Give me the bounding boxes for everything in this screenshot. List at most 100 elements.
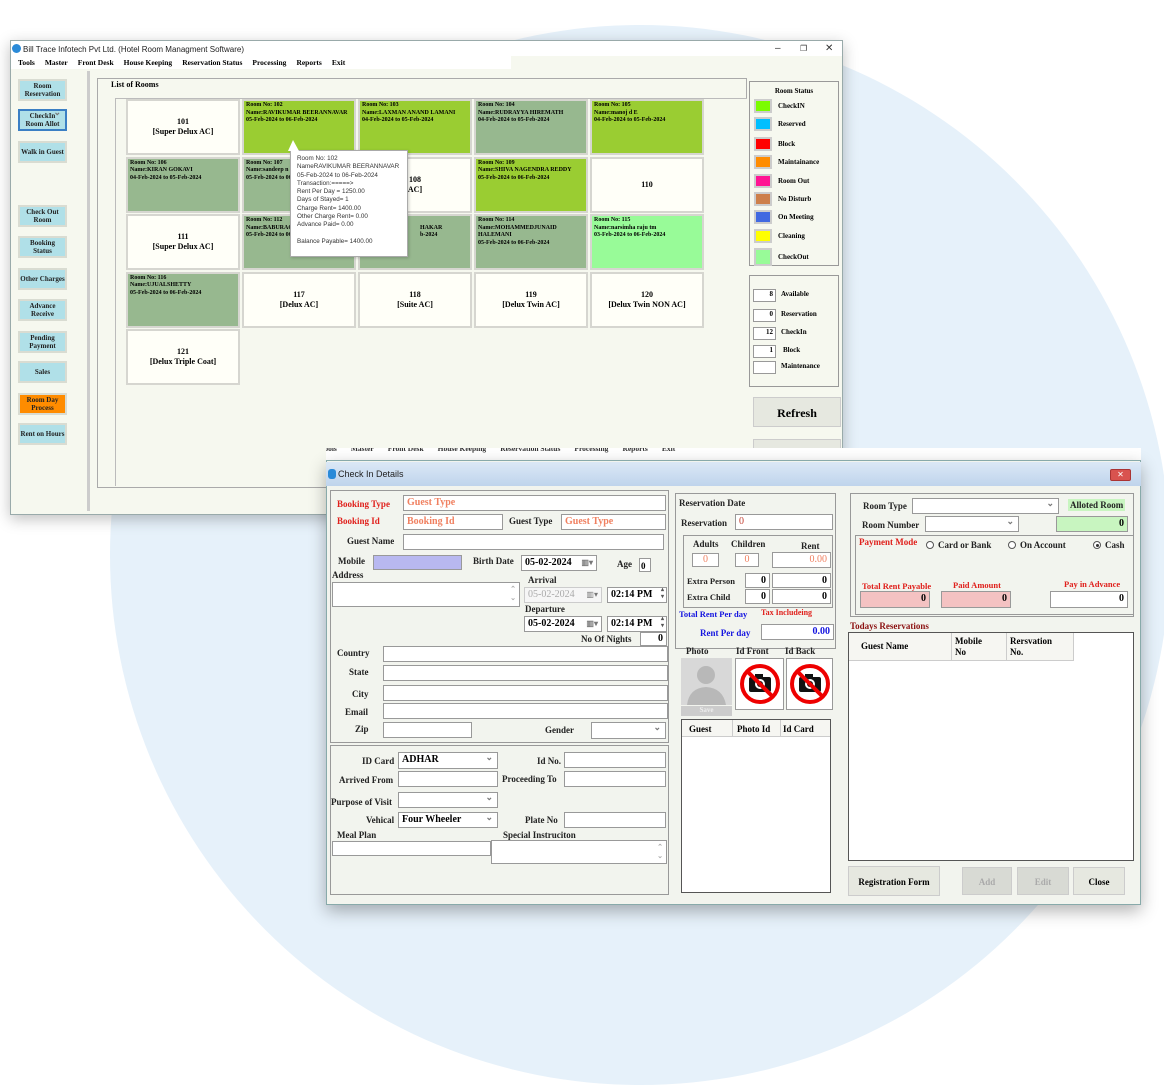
plate-no-input[interactable]	[564, 812, 666, 828]
vehical-select[interactable]: Four Wheeler	[398, 812, 498, 828]
sidebar-button-room-reservation[interactable]: Room Reservation	[18, 79, 67, 101]
sidebar-button-pending-payment[interactable]: Pending Payment	[18, 331, 67, 353]
guest-type-input[interactable]: Guest Type	[561, 514, 666, 530]
room-106[interactable]: Room No: 106 Name:KIRAN GOKAVI 04-Feb-2024…	[126, 156, 240, 213]
room-109[interactable]: Room No: 109 Name:SHIVA NAGENDRA REDDY 05-…	[474, 156, 588, 213]
close-icon[interactable]: ✕	[1110, 469, 1131, 481]
sidebar-button-sales[interactable]: Sales	[18, 361, 67, 383]
room-118[interactable]: 118 [Suite AC]	[358, 271, 472, 328]
departure-time-input[interactable]: 02:14 PM	[607, 616, 667, 632]
room-116[interactable]: Room No: 116 Name:UJUALSHETTY 05-Feb-2024 …	[126, 271, 240, 328]
photo-label: Photo	[686, 646, 709, 656]
reservation-input[interactable]: 0	[735, 514, 833, 530]
departure-date-picker[interactable]: 05-02-2024	[524, 616, 602, 632]
radio-button[interactable]	[1008, 541, 1016, 549]
sidebar-button-room-day-process[interactable]: Room Day Process	[18, 393, 67, 415]
rent-per-day-input[interactable]: 0.00	[761, 624, 834, 640]
edit-button[interactable]: Edit	[1017, 867, 1069, 895]
close-icon[interactable]: ✕	[825, 43, 834, 54]
id-front-image[interactable]	[735, 658, 784, 710]
city-input[interactable]	[383, 685, 668, 701]
room-type-select[interactable]	[912, 498, 1059, 514]
save-photo-button[interactable]: Save	[681, 706, 732, 716]
menu-item-reservation-status[interactable]: Reservation Status	[182, 58, 243, 67]
proceeding-to-input[interactable]	[564, 771, 666, 787]
room-105[interactable]: Room No: 105 Name:manoj d E 04-Feb-2024 to…	[590, 99, 704, 155]
minimize-icon[interactable]: –	[775, 43, 781, 54]
arrived-from-input[interactable]	[398, 771, 498, 787]
room-119[interactable]: 119 [Delux Twin AC]	[474, 271, 588, 328]
close-button[interactable]: Close	[1073, 867, 1125, 895]
departure-label: Departure	[525, 604, 565, 614]
extra-child-rent[interactable]: 0	[772, 589, 831, 604]
guest-id-table[interactable]	[681, 719, 831, 893]
nights-input[interactable]: 0	[640, 632, 667, 646]
country-input[interactable]	[383, 646, 668, 662]
room-104[interactable]: Room No: 104 Name:RUDRAYYA HIREMATH 04-Feb…	[474, 99, 588, 155]
booking-id-input[interactable]: Booking Id	[403, 514, 503, 530]
sidebar-button-checkin-room-allot[interactable]: CheckIn Room Allot	[18, 108, 67, 131]
menu-item-exit[interactable]: Exit	[331, 58, 346, 67]
sidebar-button-other-charges[interactable]: Other Charges	[18, 268, 67, 290]
room-115[interactable]: Room No: 115 Name:narsimha raju tm 03-Feb-…	[590, 214, 704, 270]
guest-name-input[interactable]	[403, 534, 664, 550]
age-input[interactable]: 0	[639, 558, 651, 572]
state-input[interactable]	[383, 665, 668, 681]
menu-item-house-keeping[interactable]: House Keeping	[123, 58, 173, 67]
pay-in-advance-input[interactable]: 0	[1050, 591, 1128, 608]
menu-item-master[interactable]: Master	[44, 58, 68, 67]
purpose-select[interactable]	[398, 792, 498, 808]
sidebar-button-check-out-room[interactable]: Check Out Room	[18, 205, 67, 227]
sidebar-button-booking-status[interactable]: Booking Status	[18, 236, 67, 258]
extra-person-rent[interactable]: 0	[772, 573, 831, 588]
arrival-date-picker[interactable]: 05-02-2024	[524, 587, 602, 603]
rent-input[interactable]: 0.00	[772, 552, 831, 568]
mobile-label: Mobile	[338, 556, 365, 566]
maximize-icon[interactable]: ❐	[800, 44, 808, 53]
sidebar-button-walk-in-guest[interactable]: Walk in Guest	[18, 141, 67, 163]
room-117[interactable]: 117 [Delux AC]	[242, 271, 356, 328]
menu-item-processing[interactable]: Processing	[252, 58, 287, 67]
id-back-image[interactable]	[786, 658, 833, 710]
arrival-time-input[interactable]: 02:14 PM	[607, 587, 667, 603]
payment-on-account[interactable]: On Account	[1008, 540, 1066, 550]
sidebar-button-rent-on-hours[interactable]: Rent on Hours	[18, 423, 67, 445]
todays-reservations-table[interactable]	[848, 632, 1134, 861]
meal-plan-input[interactable]	[332, 841, 491, 856]
extra-person-input[interactable]: 0	[745, 573, 770, 588]
extra-child-input[interactable]: 0	[745, 589, 770, 604]
room-number-select[interactable]	[925, 516, 1019, 532]
payment-card-or-bank[interactable]: Card or Bank	[926, 540, 991, 550]
email-input[interactable]	[383, 703, 668, 719]
radio-button[interactable]	[926, 541, 934, 549]
room-120[interactable]: 120 [Delux Twin NON AC]	[590, 271, 704, 328]
menu-item-front-desk[interactable]: Front Desk	[77, 58, 114, 67]
sidebar-button-advance-receive[interactable]: Advance Receive	[18, 299, 67, 321]
birth-date-picker[interactable]: 05-02-2024	[521, 555, 597, 571]
mobile-input[interactable]	[373, 555, 462, 570]
radio-button-checked[interactable]	[1093, 541, 1101, 549]
zip-input[interactable]	[383, 722, 472, 738]
address-textarea[interactable]	[332, 582, 520, 607]
children-input[interactable]: 0	[735, 553, 759, 567]
gender-select[interactable]	[591, 722, 666, 739]
room-114[interactable]: Room No: 114 Name:MOHAMMEDJUNAID HALEMANI…	[474, 214, 588, 270]
payment-cash[interactable]: Cash	[1093, 540, 1125, 550]
room-101[interactable]: 101 [Super Delux AC]	[126, 99, 240, 155]
menu-item-tools[interactable]: Tools	[18, 58, 35, 67]
refresh-button[interactable]: Refresh	[753, 397, 841, 427]
special-instruction-textarea[interactable]	[491, 840, 667, 864]
guest-photo[interactable]	[681, 658, 732, 705]
id-card-select[interactable]: ADHAR	[398, 752, 498, 769]
adults-input[interactable]: 0	[692, 553, 719, 567]
room-121[interactable]: 121 [Delux Triple Coat]	[126, 329, 240, 385]
room-102[interactable]: Room No: 102 Name:RAVIKUMAR BEERANNAVAR 05…	[242, 99, 356, 155]
room-111[interactable]: 111 [Super Delux AC]	[126, 214, 240, 270]
menu-item-reports[interactable]: Reports	[296, 58, 322, 67]
booking-type-input[interactable]: Guest Type	[403, 495, 666, 511]
room-110[interactable]: 110	[590, 156, 704, 213]
add-button[interactable]: Add	[962, 867, 1012, 895]
room-103[interactable]: Room No: 103 Name:LAXMAN ANAND LAMANI 04-F…	[358, 99, 472, 155]
id-no-input[interactable]	[564, 752, 666, 768]
registration-form-button[interactable]: Registration Form	[848, 866, 940, 896]
